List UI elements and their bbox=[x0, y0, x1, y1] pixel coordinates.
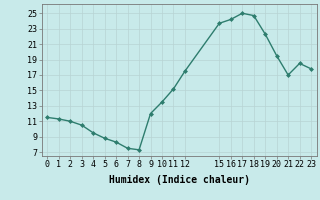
X-axis label: Humidex (Indice chaleur): Humidex (Indice chaleur) bbox=[109, 175, 250, 185]
